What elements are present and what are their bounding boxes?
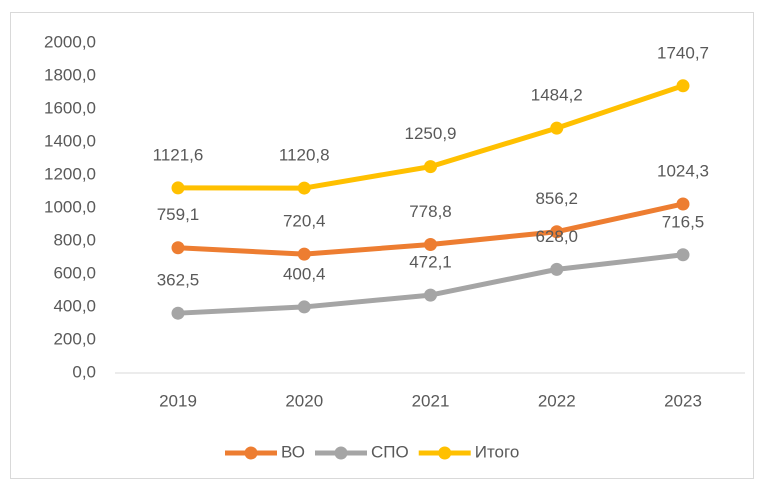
data-label: 1250,9 <box>405 124 457 143</box>
data-point <box>297 181 311 195</box>
x-tick-label: 2021 <box>412 391 450 410</box>
legend-label: ВО <box>281 442 305 461</box>
data-label: 720,4 <box>283 212 326 231</box>
data-point <box>297 247 311 261</box>
data-label: 400,4 <box>283 264 326 283</box>
data-point <box>171 306 185 320</box>
data-label: 778,8 <box>409 202 452 221</box>
data-point <box>297 300 311 314</box>
y-tick-label: 1000,0 <box>44 197 96 216</box>
x-tick-label: 2023 <box>664 391 702 410</box>
legend-marker <box>438 446 452 460</box>
data-label: 1740,7 <box>657 43 709 62</box>
data-point <box>550 262 564 276</box>
data-label: 1024,3 <box>657 161 709 180</box>
data-point <box>171 241 185 255</box>
x-tick-label: 2019 <box>159 391 197 410</box>
data-point <box>550 121 564 135</box>
y-tick-label: 1800,0 <box>44 65 96 84</box>
y-tick-label: 1600,0 <box>44 98 96 117</box>
y-tick-label: 200,0 <box>53 329 96 348</box>
data-label: 1120,8 <box>279 146 330 165</box>
legend-marker <box>334 446 348 460</box>
x-tick-label: 2022 <box>538 391 576 410</box>
y-tick-label: 1400,0 <box>44 131 96 150</box>
legend-label: СПО <box>371 442 409 461</box>
data-point <box>171 181 185 195</box>
chart-border <box>10 12 754 479</box>
data-point <box>424 237 437 251</box>
data-label: 362,5 <box>157 271 200 290</box>
y-tick-label: 0,0 <box>72 362 96 381</box>
x-tick-label: 2020 <box>285 391 323 410</box>
data-point <box>550 225 564 239</box>
data-label: 1121,6 <box>153 145 204 164</box>
data-label: 716,5 <box>662 212 705 231</box>
y-tick-label: 2000,0 <box>44 32 96 51</box>
data-point <box>424 288 437 302</box>
legend-label: Итого <box>475 442 520 461</box>
y-tick-label: 400,0 <box>53 296 96 315</box>
data-label: 759,1 <box>157 205 200 224</box>
data-label: 856,2 <box>535 189 578 208</box>
data-point <box>676 79 690 93</box>
y-tick-label: 600,0 <box>53 263 96 282</box>
y-tick-label: 1200,0 <box>44 164 96 183</box>
legend-marker <box>244 446 258 460</box>
data-point <box>424 160 437 174</box>
y-tick-label: 800,0 <box>53 230 96 249</box>
data-label: 628,0 <box>535 227 578 246</box>
data-label: 472,1 <box>409 253 452 272</box>
data-point <box>676 248 690 262</box>
data-point <box>676 197 690 211</box>
data-label: 1484,2 <box>531 86 583 105</box>
